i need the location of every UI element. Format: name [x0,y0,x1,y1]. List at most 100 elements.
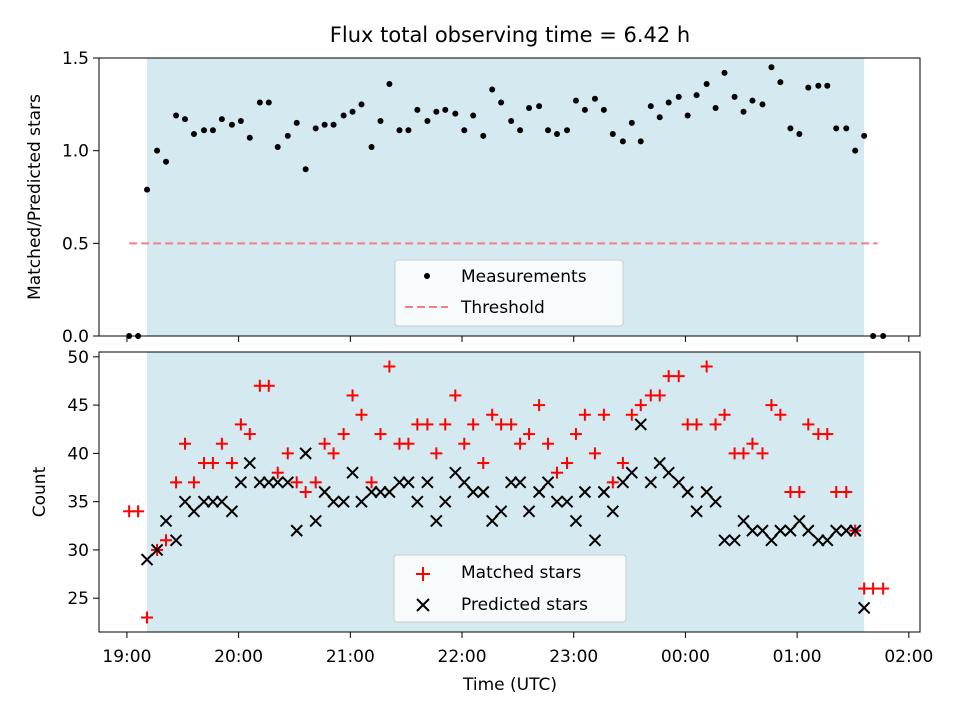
measurement-point [777,79,784,86]
y-tick-label: 30 [67,541,89,561]
legend-matched-label: Matched stars [461,563,581,583]
y-tick-label: 0.5 [62,234,89,254]
measurement-point [200,127,207,134]
measurement-point [218,116,225,123]
matched-stars-point [542,437,555,450]
measurement-point [749,97,756,104]
measurement-point [173,112,180,119]
measurement-point [312,125,319,132]
measurement-point [182,116,189,123]
matched-stars-point [365,476,378,489]
measurement-point [414,106,421,113]
y-tick-label: 50 [67,348,89,368]
predicted-stars-point [522,505,536,518]
x-tick-label: 02:00 [884,647,933,667]
predicted-stars-point [290,524,303,537]
predicted-stars-point [309,514,322,528]
measurement-point [452,110,459,117]
measurement-point [265,99,272,106]
x-tick-label: 01:00 [773,647,822,667]
matched-stars-point [867,582,880,595]
measurement-point [628,119,635,126]
predicted-stars-point [318,485,331,499]
measurement-point [787,125,794,132]
measurement-point [861,132,868,139]
matched-stars-point [569,428,582,441]
measurement-point [163,158,170,165]
count-panel-frame [98,351,921,633]
measurement-point [759,101,766,108]
predicted-stars-point [550,495,564,508]
predicted-stars-point [411,495,424,508]
measurement-point [154,147,161,154]
predicted-stars-point [178,495,192,508]
measurement-point [321,121,328,128]
matched-stars-point [402,437,415,450]
matched-stars-point [672,370,685,383]
measurement-point [302,166,309,173]
predicted-stars-point [709,495,722,508]
predicted-stars-point [700,485,713,499]
measurement-point [731,93,738,100]
predicted-stars-point [234,476,248,489]
predicted-stars-point [140,553,154,566]
legend-predicted-marker [416,598,430,612]
predicted-stars-point [215,495,229,508]
measurement-point [665,99,672,106]
matched-stars-point [215,437,228,450]
predicted-stars-point [821,534,834,547]
predicted-stars-point [681,485,694,499]
x-tick-label: 00:00 [661,647,710,667]
matched-stars-point [709,418,722,431]
predicted-stars-point [737,514,750,528]
ratio-legend: Measurements Threshold [394,259,624,327]
predicted-stars-point [560,495,574,508]
predicted-stars-point [206,495,220,508]
predicted-stars-point [840,524,853,537]
matched-stars-point [830,486,843,498]
predicted-stars-point [271,476,284,489]
predicted-stars-point [243,456,257,470]
predicted-stars-point [756,524,769,537]
matched-stars-point [421,418,434,431]
matched-stars-point [561,457,574,470]
count-legend-box [393,554,627,623]
matched-stars-point [449,389,462,402]
legend-threshold-label: Threshold [460,298,545,318]
matched-stars-point [877,582,890,595]
matched-stars-point [756,447,769,460]
ratio-legend-box [394,259,624,327]
y-tick-label: 1.5 [62,49,89,69]
predicted-stars-point [169,534,183,547]
measurement-point [144,186,151,193]
measurement-point [572,97,579,104]
predicted-stars-point [262,476,275,489]
matched-stars-point [225,457,238,470]
predicted-stars-point [690,505,703,518]
matched-stars-point [467,418,480,431]
matched-stars-point [690,418,703,431]
measurement-point [619,138,626,145]
matched-stars-point [634,399,647,412]
measurement-point [637,138,644,145]
measurement-point [796,130,803,137]
measurement-point [684,112,691,119]
measurement-point [433,108,440,115]
matched-stars-point [737,447,750,460]
measurement-point [553,130,560,137]
measurement-point [824,82,831,89]
measurement-point [340,112,347,119]
matched-stars-point [793,486,806,498]
matched-stars-point [290,476,303,489]
legend-measurements-label: Measurements [461,267,587,287]
predicted-stars-point [625,466,639,479]
matched-stars-point [495,418,508,431]
measurement-point [600,106,607,113]
matched-stars-point [533,399,546,412]
predicted-stars-point [477,485,490,499]
measurement-point [852,147,859,154]
predicted-stars-point [746,524,759,537]
x-tick-label: 22:00 [438,647,487,667]
predicted-stars-point [421,476,434,489]
measurement-point [581,106,588,113]
